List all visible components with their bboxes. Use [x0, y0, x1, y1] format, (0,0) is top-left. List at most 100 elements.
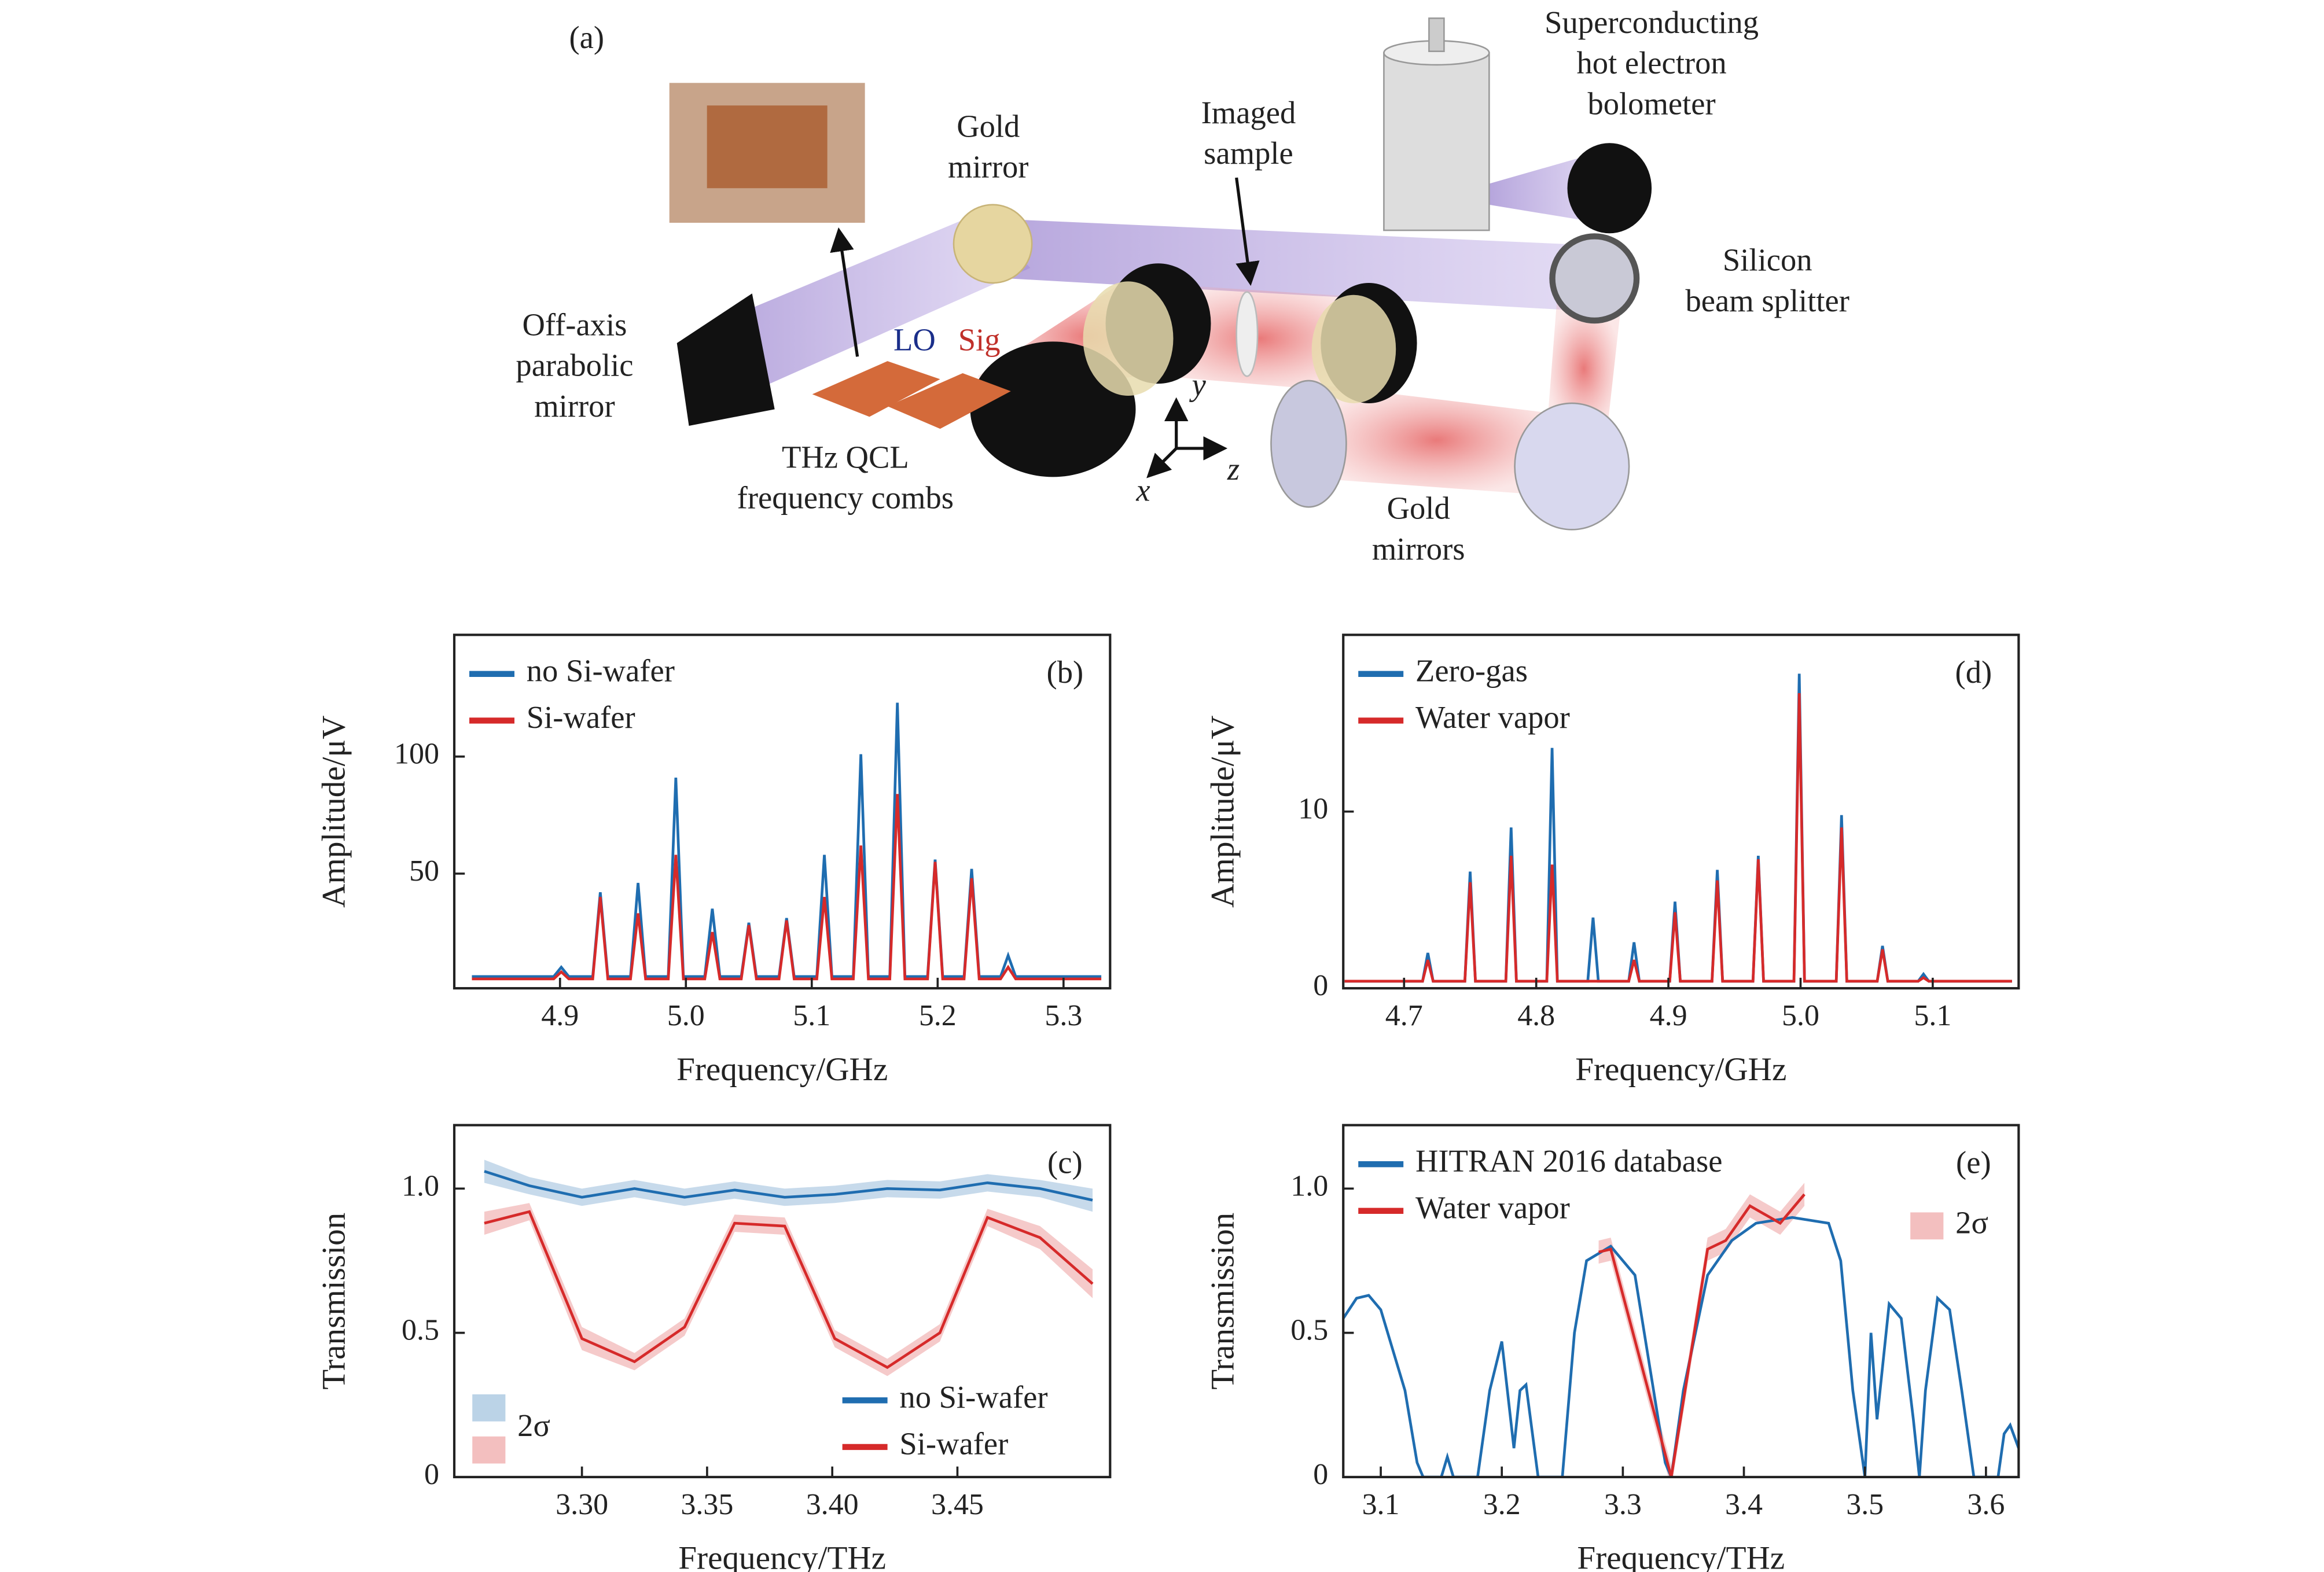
y-tick-label: 0	[1313, 1458, 1328, 1491]
x-tick-label: 4.8	[1517, 999, 1555, 1032]
data-line	[1598, 1193, 1805, 1477]
lo-label: LO	[893, 322, 936, 358]
axes-frame	[453, 1124, 1112, 1478]
diagram-label: hot electron	[1577, 45, 1727, 80]
x-tick-label: 5.0	[1782, 999, 1819, 1032]
x-tick-label: 3.35	[681, 1488, 733, 1521]
x-tick-label: 3.30	[556, 1488, 608, 1521]
x-tick-label: 4.7	[1385, 999, 1423, 1032]
y-axis-label: Transmission	[1205, 1213, 1241, 1390]
x-tick-label: 5.1	[793, 999, 830, 1032]
y-tick-label: 0.5	[402, 1314, 439, 1347]
x-tick-label: 5.0	[667, 999, 705, 1032]
lens	[1083, 281, 1174, 396]
data-line	[484, 1210, 1094, 1369]
x-tick-label: 5.2	[919, 999, 957, 1032]
x-tick-label: 3.40	[806, 1488, 859, 1521]
plot-area	[1343, 1183, 2019, 1477]
chart: 0 0.5 1.0 3.1 3.2 3.3 3.4 3.5 3.6 Frequency/THz Tr…	[1205, 1124, 2020, 1572]
diagram-label: mirror	[948, 149, 1028, 185]
diagram-label: mirrors	[1372, 531, 1465, 566]
y-tick-label: 1.0	[1290, 1169, 1328, 1202]
x-tick-label: 3.2	[1483, 1488, 1521, 1521]
signal-beam	[1546, 301, 1622, 437]
legend-label: no Si-wafer	[899, 1379, 1047, 1415]
lens	[1311, 294, 1396, 403]
qcl-lo	[812, 361, 940, 417]
y-tick-label: 50	[409, 855, 439, 888]
data-line	[1343, 1216, 2019, 1477]
diagram-label: beam splitter	[1686, 283, 1849, 318]
error-band	[1598, 1183, 1805, 1477]
diagram-label: Gold	[957, 108, 1020, 143]
chart: 0 10 4.7 4.8 4.9 5.0 5.1 Frequency/GHz Amplitude…	[1205, 634, 2020, 1088]
y-tick-label: 0	[1313, 969, 1328, 1002]
gold-mirror	[1270, 380, 1347, 508]
band-swatch	[472, 1394, 506, 1422]
x-tick-label: 3.5	[1846, 1488, 1884, 1521]
axis-name: z	[1227, 451, 1240, 487]
diagram-label: parabolic	[516, 348, 633, 383]
legend-label: Water vapor	[1415, 1190, 1570, 1225]
sample	[1235, 291, 1259, 377]
qcl-sig	[887, 373, 1011, 429]
data-line	[484, 1170, 1093, 1202]
bolometer-stem	[1428, 17, 1445, 53]
y-axis-label: Amplitude/μV	[315, 716, 352, 908]
legend-label: Water vapor	[1415, 700, 1570, 735]
diagram-label: sample	[1204, 135, 1293, 171]
y-tick-label: 1.0	[402, 1169, 439, 1202]
arrow	[830, 227, 859, 357]
panel-label: (d)	[1955, 654, 1992, 690]
panel-label: (e)	[1956, 1144, 1991, 1180]
axes-frame	[1342, 634, 2020, 990]
x-tick-label: 3.3	[1604, 1488, 1642, 1521]
x-tick-label: 3.4	[1725, 1488, 1763, 1521]
data-line	[1344, 693, 2012, 983]
mirror	[1567, 143, 1652, 234]
diagram-label: Off-axis	[523, 307, 627, 343]
band-swatch	[1910, 1212, 1944, 1240]
y-axis-label: Amplitude/μV	[1205, 716, 1241, 908]
diagram-label: Gold	[1387, 491, 1450, 526]
parabolic-mirror	[676, 293, 775, 426]
legend-label: Si-wafer	[899, 1426, 1008, 1461]
x-tick-label: 3.6	[1967, 1488, 2005, 1521]
x-axis-label: Frequency/GHz	[676, 1051, 888, 1088]
plot-area	[472, 702, 1102, 981]
band-legend-label: 2σ	[517, 1408, 550, 1443]
axis-name: x	[1135, 472, 1150, 507]
x-tick-label: 4.9	[541, 999, 579, 1032]
y-axis-label: Transmission	[315, 1213, 352, 1390]
diagram-label: Superconducting	[1545, 5, 1759, 40]
legend-label: Si-wafer	[527, 700, 635, 735]
y-tick-label: 0	[424, 1458, 439, 1491]
panel-label: (a)	[569, 20, 604, 55]
y-tick-label: 0.5	[1290, 1314, 1328, 1347]
x-tick-label: 3.45	[931, 1488, 984, 1521]
diagram-label: Silicon	[1723, 242, 1812, 278]
beam-splitter	[1549, 233, 1640, 324]
x-tick-label: 5.3	[1045, 999, 1082, 1032]
axes-frame	[1342, 1124, 2020, 1478]
photo-detail	[707, 105, 828, 189]
x-axis-label: Frequency/THz	[678, 1540, 886, 1572]
axis-name: y	[1189, 367, 1207, 403]
gold-mirror	[953, 204, 1033, 284]
band-legend-label: 2σ	[1955, 1205, 1988, 1240]
x-tick-label: 3.1	[1362, 1488, 1400, 1521]
signal-beam	[1308, 384, 1565, 497]
lo-beam	[985, 218, 1595, 312]
x-tick-label: 4.9	[1650, 999, 1687, 1032]
data-line	[472, 794, 1102, 981]
bolometer	[1383, 52, 1490, 231]
x-axis-label: Frequency/GHz	[1575, 1051, 1786, 1088]
legend-label: Zero-gas	[1415, 653, 1528, 688]
band-swatch	[472, 1436, 506, 1464]
error-band	[484, 1203, 1093, 1376]
legend-label: HITRAN 2016 database	[1415, 1143, 1723, 1179]
panel-label: (b)	[1047, 654, 1084, 690]
diagram-label: Imaged	[1201, 95, 1296, 130]
